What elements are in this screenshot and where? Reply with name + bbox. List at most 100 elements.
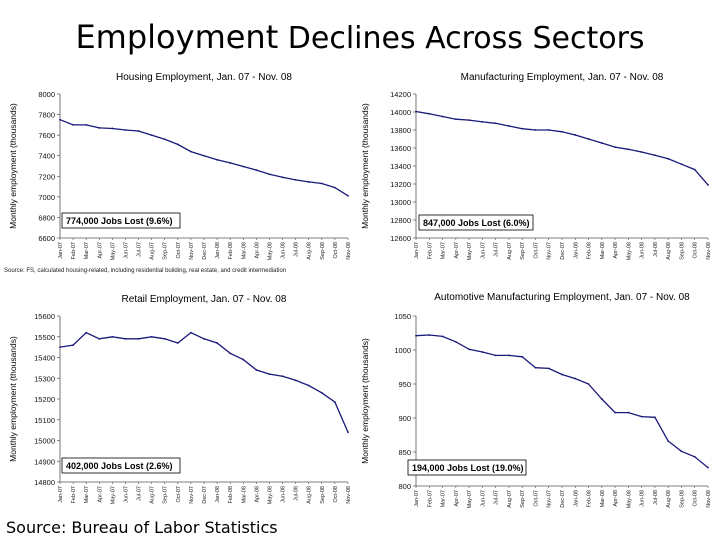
series-line [59, 331, 349, 433]
data-point [176, 342, 179, 344]
data-point [441, 335, 444, 338]
x-tick-label: Jun-08 [281, 242, 287, 259]
y-tick-label: 7200 [38, 172, 55, 181]
data-point [614, 411, 616, 414]
data-point [521, 355, 524, 358]
x-tick-label: Apr-08 [613, 242, 619, 259]
y-tick-label: 12800 [390, 216, 411, 225]
data-point [294, 379, 297, 382]
x-tick-label: May-07 [467, 242, 473, 260]
chart-title: Manufacturing Employment, Jan. 07 - Nov.… [461, 72, 664, 83]
y-axis-label: Monthly employment (thousands) [8, 103, 18, 229]
x-tick-label: Jul-08 [653, 490, 659, 505]
x-tick-label: Oct-07 [533, 490, 539, 507]
data-point [574, 377, 577, 380]
data-point [268, 173, 271, 176]
x-tick-label: Oct-08 [693, 490, 699, 507]
y-tick-label: 900 [398, 414, 411, 423]
x-tick-label: Sep-07 [163, 242, 169, 260]
data-point [216, 158, 218, 161]
x-tick-label: Feb-08 [587, 490, 593, 507]
data-point [654, 154, 656, 157]
y-tick-label: 13600 [390, 144, 411, 153]
data-point [481, 351, 484, 353]
annotation-text: 402,000 Jobs Lost (2.6%) [66, 461, 173, 471]
x-tick-label: Jan-07 [58, 486, 64, 503]
data-point [203, 337, 205, 340]
y-tick-label: 15300 [34, 374, 55, 383]
data-point [574, 134, 577, 136]
x-tick-label: Oct-07 [533, 242, 539, 259]
x-tick-label: Oct-08 [333, 242, 339, 259]
x-tick-label: Sep-07 [163, 486, 169, 504]
y-tick-label: 950 [398, 380, 411, 389]
x-tick-label: Jul-07 [137, 486, 143, 501]
data-point [494, 354, 497, 357]
data-point [150, 335, 153, 338]
x-tick-label: Dec-07 [202, 486, 208, 504]
data-point [281, 176, 284, 179]
y-tick-label: 6800 [38, 213, 55, 222]
x-tick-label: Apr-07 [97, 242, 103, 259]
x-tick-label: Aug-07 [150, 486, 156, 504]
x-tick-label: Sep-08 [679, 242, 685, 260]
data-point [415, 110, 417, 113]
data-point [242, 165, 245, 168]
x-tick-label: May-08 [626, 242, 632, 260]
chart-title: Housing Employment, Jan. 07 - Nov. 08 [116, 72, 292, 83]
y-axis-label: Monthly employment (thousands) [8, 336, 18, 462]
data-point [59, 118, 61, 121]
series-line [59, 119, 349, 197]
x-tick-label: Mar-07 [441, 490, 447, 507]
data-point [334, 186, 336, 189]
data-point [587, 138, 590, 140]
x-tick-label: Dec-07 [560, 490, 566, 508]
x-tick-label: Aug-08 [666, 490, 672, 508]
x-tick-label: Aug-08 [307, 242, 313, 260]
x-tick-label: Jun-07 [123, 486, 129, 503]
x-tick-label: Apr-08 [254, 242, 260, 259]
x-tick-label: Apr-07 [454, 490, 460, 507]
x-tick-label: Apr-07 [454, 242, 460, 259]
x-tick-label: Jul-08 [294, 486, 300, 501]
y-tick-label: 15400 [34, 354, 55, 363]
data-point [190, 150, 192, 153]
x-tick-label: Mar-08 [600, 490, 606, 507]
x-tick-label: Oct-07 [176, 486, 182, 503]
x-tick-label: Nov-08 [346, 486, 352, 504]
annotation-box [61, 212, 181, 229]
data-point [627, 411, 630, 414]
data-point [494, 122, 497, 125]
x-tick-label: Feb-07 [427, 242, 433, 259]
x-tick-label: Feb-08 [228, 486, 234, 503]
data-point [521, 127, 524, 130]
y-tick-label: 13800 [390, 126, 411, 135]
annotation-box [61, 457, 181, 474]
data-point [587, 383, 590, 385]
y-tick-label: 12600 [390, 234, 411, 243]
y-tick-label: 8000 [38, 90, 55, 99]
data-point [137, 130, 140, 132]
data-point [428, 334, 431, 336]
x-tick-label: Jan-07 [414, 490, 420, 507]
x-tick-label: Mar-07 [84, 486, 90, 503]
data-point [561, 130, 563, 133]
x-tick-label: Nov-07 [189, 486, 195, 504]
annotation-box [418, 214, 534, 231]
annotation-text: 774,000 Jobs Lost (9.6%) [66, 216, 173, 226]
data-point [163, 138, 166, 141]
data-point [693, 455, 696, 458]
data-point [85, 123, 88, 126]
data-point [667, 157, 670, 160]
data-point [561, 373, 563, 376]
data-point [320, 182, 323, 185]
housing-chart: Housing Employment, Jan. 07 - Nov. 08 Mon… [8, 72, 352, 260]
x-tick-label: Jun-07 [123, 242, 129, 259]
data-point [640, 151, 643, 153]
y-tick-label: 15600 [34, 312, 55, 321]
y-tick-label: 850 [398, 448, 411, 457]
data-point [242, 358, 245, 361]
chart-title: Retail Employment, Jan. 07 - Nov. 08 [122, 294, 287, 305]
x-tick-label: Jun-08 [640, 490, 646, 507]
y-tick-label: 7000 [38, 193, 55, 202]
